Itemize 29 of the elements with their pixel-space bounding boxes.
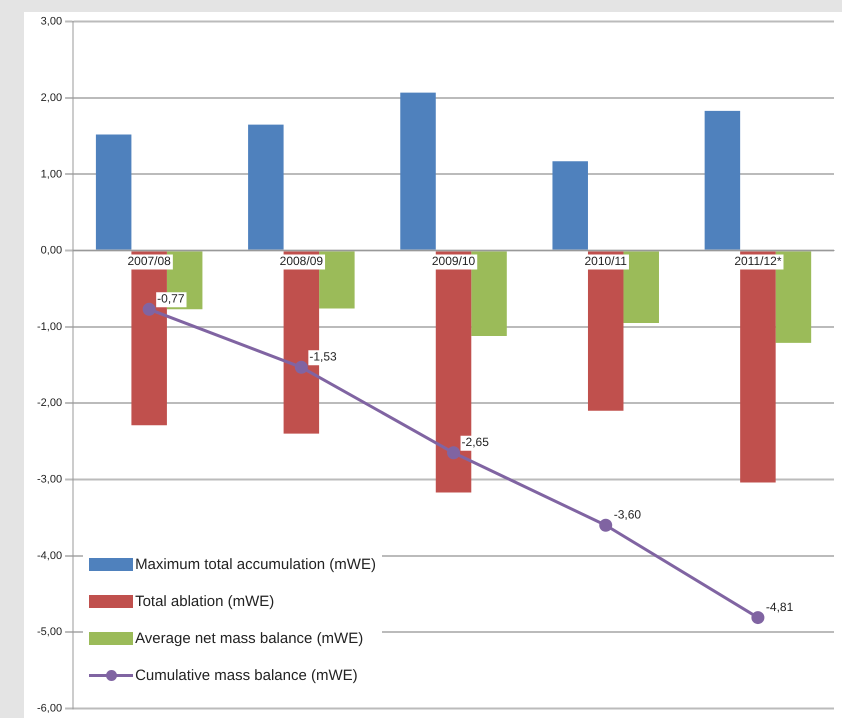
x-tick-label: 2007/08: [127, 254, 172, 268]
point: [751, 611, 764, 624]
y-tick-label: -2,00: [36, 397, 62, 410]
x-tick-label: 2011/12*: [734, 254, 782, 268]
y-tick-label: -5,00: [36, 626, 62, 638]
data-label: -0,77: [157, 292, 185, 306]
data-label: -4,81: [766, 600, 794, 614]
legend-label: Maximum total accumulation (mWE): [135, 556, 376, 574]
point: [447, 446, 460, 460]
x-tick-label: 2009/10: [432, 254, 476, 268]
data-label: -3,60: [614, 508, 642, 522]
x-tick-label: 2010/11: [584, 254, 628, 268]
point: [599, 518, 612, 532]
y-tick-label: 3,00: [40, 16, 62, 28]
y-tick-label: -6,00: [36, 702, 62, 714]
point: [142, 302, 156, 316]
y-tick-label: -3,00: [36, 474, 62, 486]
y-tick-label: -1,00: [36, 320, 62, 333]
legend-label: Cumulative mass balance (mWE): [135, 667, 358, 684]
data-label: -2,65: [462, 435, 490, 450]
x-tick-label: 2008/09: [280, 254, 324, 268]
y-tick-label: 2,00: [40, 92, 62, 104]
data-label: -1,53: [309, 350, 338, 364]
y-tick-label: 1,00: [40, 168, 62, 180]
point: [294, 360, 308, 374]
legend-label: Average net mass balance (mWE): [135, 630, 364, 648]
y-tick-label: 0,00: [40, 244, 62, 257]
legend-label: Total ablation (mWE): [135, 593, 274, 610]
y-tick-label: -4,00: [36, 550, 62, 562]
